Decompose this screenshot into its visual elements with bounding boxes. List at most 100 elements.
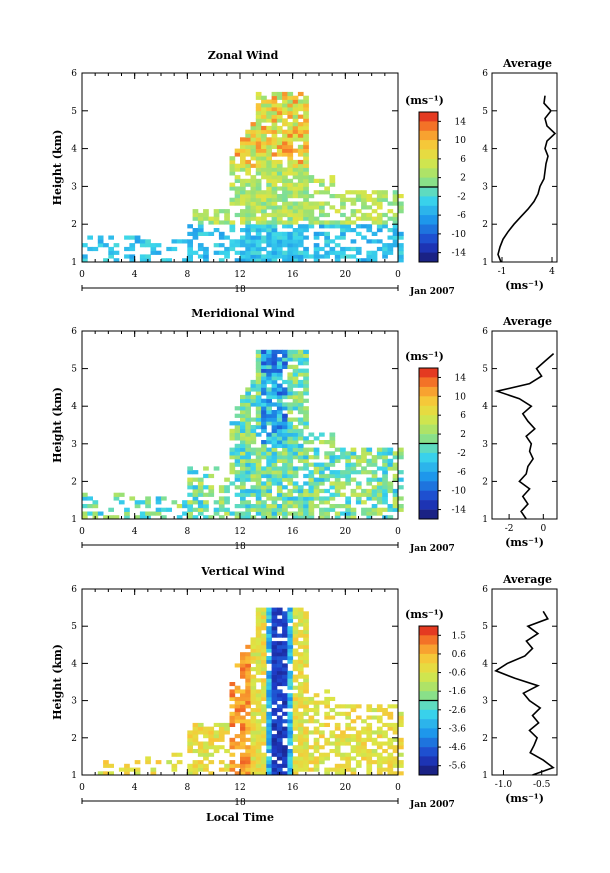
y-tick-label: 6: [71, 327, 77, 337]
colorbar-segment: [419, 215, 438, 225]
x-tick-label: 0: [395, 783, 401, 793]
y-tick-label: 2: [71, 220, 77, 230]
colorbar-tick-label: 6: [460, 411, 466, 421]
heatmap-cells: [97, 607, 404, 776]
colorbar-segment: [419, 252, 438, 263]
date-label: Jan 2007: [409, 800, 455, 810]
profile-frame: [491, 72, 558, 263]
y-axis-ticks: 1 2 3 4 5 6: [71, 327, 398, 525]
colorbar-tick-label: -1.6: [449, 687, 467, 697]
colorbar-segment: [419, 452, 438, 463]
y-tick-label: 1: [71, 258, 77, 268]
colorbar-segment: [419, 490, 438, 501]
x-tick-label: 0: [79, 527, 85, 537]
heatmap-cells: [82, 91, 404, 263]
x-tick-label: 16: [287, 783, 299, 793]
colorbar-segment: [419, 765, 438, 776]
colorbar-segment: [419, 728, 438, 738]
y-axis-label: Height (km): [51, 387, 64, 463]
colorbar-tick-label: -6: [457, 468, 466, 478]
profile-line: [494, 352, 555, 520]
colorbar-tick-label: 1.5: [452, 631, 467, 641]
colorbar-segment: [419, 737, 438, 748]
profile-y-tick-label: 1: [482, 771, 488, 781]
panel-title: Meridional Wind: [191, 307, 295, 320]
colorbar-segment: [419, 424, 438, 435]
profile-x-tick-label: 4: [549, 267, 555, 277]
colorbar: (ms⁻¹) 14 10 6 2 -2 -6 -10 -14: [405, 350, 467, 520]
profile-x-label: (ms⁻¹): [505, 279, 544, 292]
colorbar-unit: (ms⁻¹): [405, 350, 444, 363]
colorbar-segment: [419, 509, 438, 520]
y-tick-label: 4: [71, 659, 77, 669]
colorbar-segment: [419, 405, 438, 416]
x-tick-label: 12: [234, 783, 245, 793]
average-profile: Average 1 2 3 4 5 6 -2 0 (ms⁻¹): [482, 315, 558, 549]
colorbar: (ms⁻¹) 14 10 6 2 -2 -6 -10 -14: [405, 94, 467, 263]
y-tick-label: 5: [71, 107, 77, 117]
colorbar-segment: [419, 196, 438, 207]
x-tick-label: 4: [132, 783, 138, 793]
x-axis-ticks: 0 4 8 12 16 20 0: [79, 73, 401, 280]
colorbar-tick-label: -5.6: [449, 762, 467, 772]
profile-line: [497, 95, 557, 263]
colorbar-tick-label: 14: [455, 373, 467, 383]
colorbar-segment: [419, 434, 438, 444]
colorbar-tick-label: 10: [455, 136, 467, 146]
profile-y-tick-label: 1: [482, 258, 488, 268]
y-tick-label: 3: [71, 440, 77, 450]
x-tick-label: 8: [184, 783, 190, 793]
profile-y-tick-label: 4: [482, 659, 488, 669]
x-tick-label: 8: [184, 270, 190, 280]
y-tick-label: 1: [71, 515, 77, 525]
colorbar-segment: [419, 168, 438, 178]
x-axis-label: Local Time: [206, 811, 274, 824]
colorbar-segment: [419, 672, 438, 683]
profile-y-tick-label: 6: [482, 585, 488, 595]
colorbar-segment: [419, 709, 438, 720]
date-label: Jan 2007: [409, 287, 455, 297]
colorbar-segment: [419, 233, 438, 244]
x-tick-label: 12: [234, 527, 245, 537]
colorbar-segment: [419, 626, 438, 636]
colorbar-segment: [419, 462, 438, 473]
colorbar-segment: [419, 663, 438, 673]
x-tick-label: 20: [340, 270, 352, 280]
panel-title: Zonal Wind: [208, 49, 279, 62]
profile-title: Average: [502, 315, 552, 328]
colorbar-segment: [419, 681, 438, 692]
x-axis-ticks: 0 4 8 12 16 20 0: [79, 331, 401, 537]
profile-y-tick-label: 5: [482, 107, 488, 117]
profile-y-tick-label: 5: [482, 622, 488, 632]
colorbar-segment: [419, 396, 438, 406]
colorbar-segment: [419, 481, 438, 491]
colorbar-tick-label: 14: [455, 117, 467, 127]
colorbar-tick-label: -14: [452, 249, 467, 259]
colorbar-segment: [419, 471, 438, 482]
colorbar-segment: [419, 224, 438, 235]
colorbar-segment: [419, 691, 438, 701]
colorbar-segment: [419, 377, 438, 388]
profile-x-label: (ms⁻¹): [505, 536, 544, 549]
y-axis-label: Height (km): [51, 130, 64, 206]
heatmap-cells: [82, 349, 404, 520]
x-tick-label: 12: [234, 270, 245, 280]
x-tick-label: 0: [395, 270, 401, 280]
x-tick-label: 0: [79, 783, 85, 793]
colorbar-segment: [419, 719, 438, 729]
y-axis-ticks: 1 2 3 4 5 6: [71, 585, 398, 781]
profile-y-tick-label: 6: [482, 327, 488, 337]
profile-line: [494, 610, 555, 776]
colorbar-segment: [419, 415, 438, 425]
colorbar-segment: [419, 386, 438, 397]
x-tick-label: 4: [132, 527, 138, 537]
colorbar-segment: [419, 149, 438, 160]
y-tick-label: 5: [71, 622, 77, 632]
colorbar-segment: [419, 121, 438, 132]
colorbar-segment: [419, 644, 438, 655]
profile-frame: [491, 330, 558, 520]
colorbar-segment: [419, 130, 438, 141]
